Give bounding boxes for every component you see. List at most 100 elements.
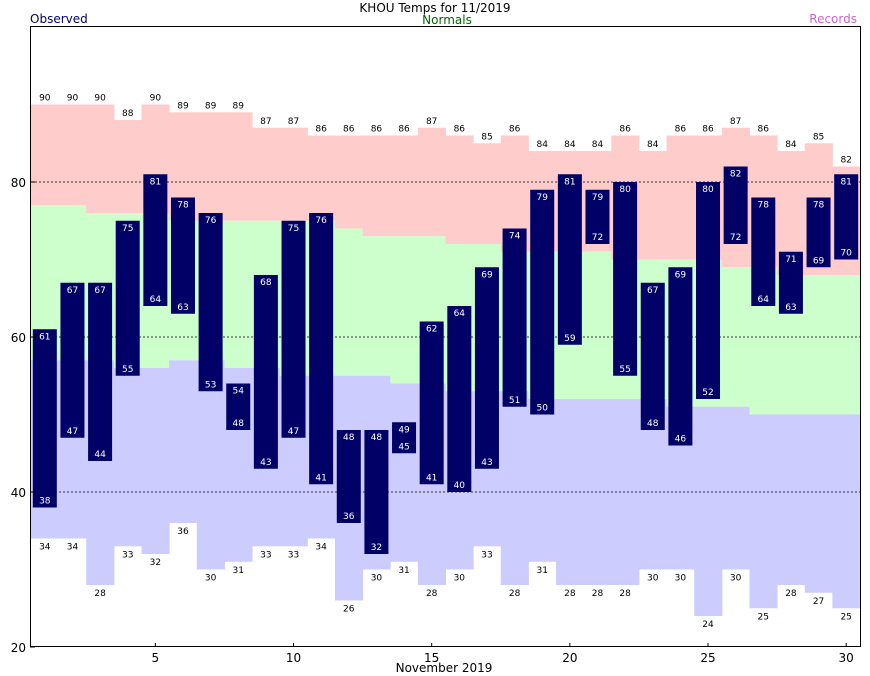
observed-bar — [502, 228, 527, 407]
record-high-band — [86, 104, 115, 213]
y-tick-label: 80 — [11, 176, 26, 190]
observed-high-label: 74 — [509, 232, 521, 242]
record-low-label: 30 — [371, 574, 383, 584]
observed-low-label: 69 — [813, 256, 825, 266]
observed-high-label: 71 — [785, 255, 796, 265]
observed-high-label: 76 — [205, 216, 217, 226]
record-high-label: 89 — [205, 101, 217, 111]
observed-low-label: 53 — [205, 380, 216, 390]
normal-band — [362, 236, 391, 376]
observed-bar — [32, 329, 57, 508]
observed-low-label: 47 — [288, 427, 299, 437]
observed-high-label: 67 — [67, 286, 78, 296]
record-high-label: 86 — [454, 125, 466, 135]
observed-bar — [557, 174, 582, 345]
record-low-label: 36 — [177, 527, 189, 537]
record-high-label: 84 — [564, 140, 576, 150]
record-high-band — [473, 143, 502, 244]
record-low-label: 28 — [94, 589, 106, 599]
observed-high-label: 48 — [343, 433, 355, 443]
observed-low-label: 36 — [343, 512, 355, 522]
observed-high-label: 82 — [730, 170, 741, 180]
observed-low-label: 72 — [730, 233, 741, 243]
observed-bar — [668, 267, 693, 446]
record-low-label: 30 — [675, 574, 687, 584]
observed-low-label: 52 — [702, 388, 713, 398]
record-low-label: 28 — [426, 589, 438, 599]
record-low-label: 30 — [730, 574, 742, 584]
observed-low-label: 48 — [647, 419, 659, 429]
observed-bar — [474, 267, 499, 469]
observed-high-label: 81 — [840, 177, 851, 187]
observed-high-label: 69 — [675, 270, 687, 280]
observed-low-label: 70 — [840, 249, 852, 259]
record-low-label: 24 — [702, 620, 714, 630]
observed-high-label: 69 — [481, 270, 493, 280]
observed-low-label: 64 — [150, 295, 162, 305]
observed-bar — [88, 282, 113, 461]
record-low-label: 26 — [343, 605, 355, 615]
record-low-label: 33 — [260, 550, 271, 560]
x-tick-label: 5 — [152, 651, 160, 665]
observed-high-label: 67 — [647, 286, 658, 296]
record-low-label: 33 — [122, 550, 133, 560]
observed-low-label: 40 — [454, 481, 466, 491]
record-low-label: 30 — [647, 574, 659, 584]
record-high-label: 85 — [481, 132, 492, 142]
record-low-label: 25 — [758, 612, 769, 622]
observed-high-label: 67 — [94, 286, 105, 296]
record-low-band — [500, 391, 529, 585]
record-high-band — [666, 135, 695, 260]
record-high-label: 90 — [39, 94, 51, 104]
observed-high-label: 75 — [122, 224, 133, 234]
y-tick-label: 60 — [11, 331, 26, 345]
observed-low-label: 43 — [260, 458, 271, 468]
record-low-band — [694, 406, 723, 616]
observed-high-label: 80 — [619, 185, 631, 195]
record-high-label: 87 — [730, 117, 741, 127]
x-tick-label: 20 — [562, 651, 577, 665]
record-low-band — [169, 360, 198, 523]
record-low-label: 30 — [205, 574, 217, 584]
record-high-label: 90 — [94, 94, 106, 104]
observed-high-label: 80 — [702, 185, 714, 195]
observed-low-label: 48 — [233, 419, 245, 429]
observed-low-label: 50 — [536, 404, 548, 414]
observed-high-label: 76 — [315, 216, 327, 226]
record-low-band — [804, 414, 833, 593]
record-low-band — [390, 383, 419, 562]
normal-band — [583, 251, 612, 399]
observed-bar — [170, 197, 195, 314]
observed-bar — [198, 213, 223, 392]
observed-bar — [530, 189, 555, 415]
observed-high-label: 61 — [39, 332, 50, 342]
legend-normals: Normals — [422, 13, 472, 27]
record-high-band — [196, 112, 225, 221]
observed-high-label: 78 — [813, 201, 825, 211]
observed-high-label: 78 — [177, 201, 189, 211]
record-low-band — [113, 368, 143, 547]
record-high-band — [113, 120, 143, 213]
record-low-label: 30 — [454, 574, 466, 584]
observed-low-label: 51 — [509, 396, 520, 406]
observed-bar — [143, 174, 168, 306]
plot-area: 90 34 90 34 90 28 88 33 90 32 89 36 89 30 89 31 87 33 87 33… — [31, 94, 861, 630]
record-low-band — [141, 368, 170, 554]
record-low-label: 34 — [315, 543, 327, 553]
record-high-label: 90 — [150, 94, 162, 104]
observed-high-label: 79 — [536, 193, 548, 203]
observed-bar — [226, 383, 251, 430]
record-high-label: 82 — [840, 156, 851, 166]
x-tick-label: 25 — [700, 651, 715, 665]
observed-bar — [309, 213, 334, 485]
normal-band — [224, 220, 253, 368]
record-high-band — [279, 127, 308, 221]
record-low-label: 25 — [840, 612, 851, 622]
record-high-label: 88 — [122, 109, 134, 119]
record-high-band — [224, 112, 253, 221]
observed-high-label: 64 — [454, 309, 466, 319]
observed-low-label: 46 — [675, 435, 687, 445]
observed-bar — [778, 251, 803, 314]
observed-bar — [585, 189, 610, 244]
record-high-label: 85 — [813, 132, 824, 142]
